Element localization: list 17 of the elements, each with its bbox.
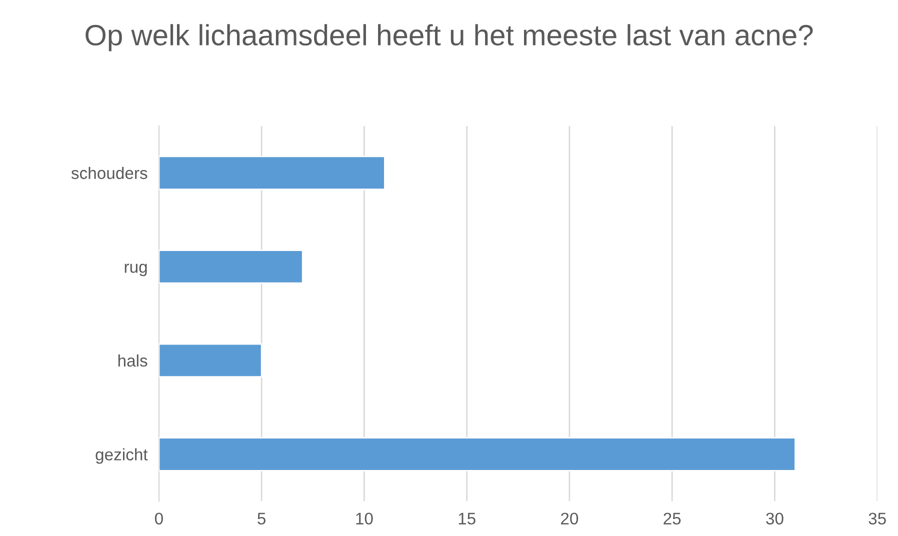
x-tick-label: 25 <box>664 512 681 525</box>
x-tick-label: 30 <box>766 512 784 525</box>
bar <box>158 156 386 190</box>
bar <box>158 250 304 284</box>
x-tick-label: 5 <box>258 512 266 525</box>
bar <box>158 343 262 378</box>
x-tick-label: 20 <box>561 512 578 525</box>
y-tick-label: schouders <box>71 166 148 180</box>
y-tick-label: rug <box>124 264 147 276</box>
y-tick-label: gezicht <box>96 448 148 464</box>
bar <box>158 437 796 472</box>
x-tick-label: 15 <box>458 512 476 525</box>
chart-title: Op welk lichaamsdeel heeft u het meeste last van acne? <box>86 24 813 52</box>
x-tick-label: 10 <box>356 512 373 525</box>
y-tick-label: hals <box>118 354 148 367</box>
x-tick-label: 35 <box>868 512 886 525</box>
x-tick-label: 0 <box>154 512 163 525</box>
